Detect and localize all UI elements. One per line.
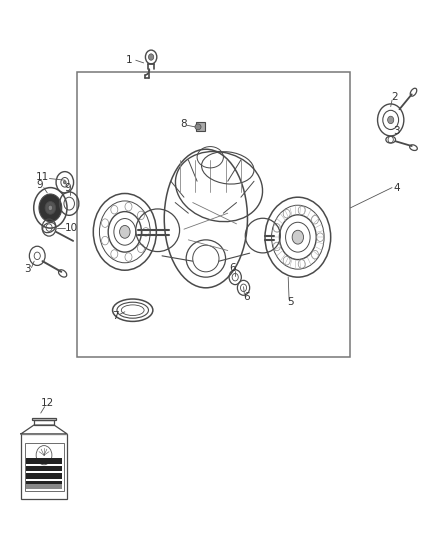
Text: 9: 9	[64, 183, 71, 192]
Bar	[77, 72, 350, 357]
Circle shape	[388, 116, 394, 124]
Text: 8: 8	[180, 119, 187, 128]
Text: 2: 2	[391, 92, 398, 102]
Text: 3: 3	[393, 126, 400, 135]
Circle shape	[148, 54, 154, 60]
Bar	[21, 434, 67, 499]
Text: 6: 6	[230, 263, 237, 273]
Text: 4: 4	[393, 183, 400, 192]
Circle shape	[48, 205, 53, 211]
Text: 11: 11	[36, 172, 49, 182]
Circle shape	[64, 181, 66, 184]
Circle shape	[292, 230, 304, 244]
Bar	[32, 418, 56, 420]
Bar	[26, 458, 62, 464]
Bar	[25, 443, 64, 491]
Text: 3: 3	[24, 264, 31, 274]
Ellipse shape	[195, 124, 201, 130]
Circle shape	[120, 225, 130, 238]
Bar	[196, 122, 205, 131]
Text: 7: 7	[112, 311, 119, 321]
Polygon shape	[21, 425, 67, 434]
Text: 12: 12	[41, 399, 54, 408]
Bar	[26, 484, 62, 489]
Bar	[34, 420, 54, 425]
Text: 1: 1	[126, 55, 133, 65]
Text: 10: 10	[65, 223, 78, 232]
Text: 5: 5	[287, 297, 294, 307]
Text: 9: 9	[36, 181, 43, 190]
Circle shape	[45, 201, 56, 214]
Bar	[26, 481, 62, 486]
Text: 6: 6	[243, 292, 250, 302]
Circle shape	[39, 194, 62, 222]
Bar	[26, 473, 62, 479]
Bar	[26, 466, 62, 471]
